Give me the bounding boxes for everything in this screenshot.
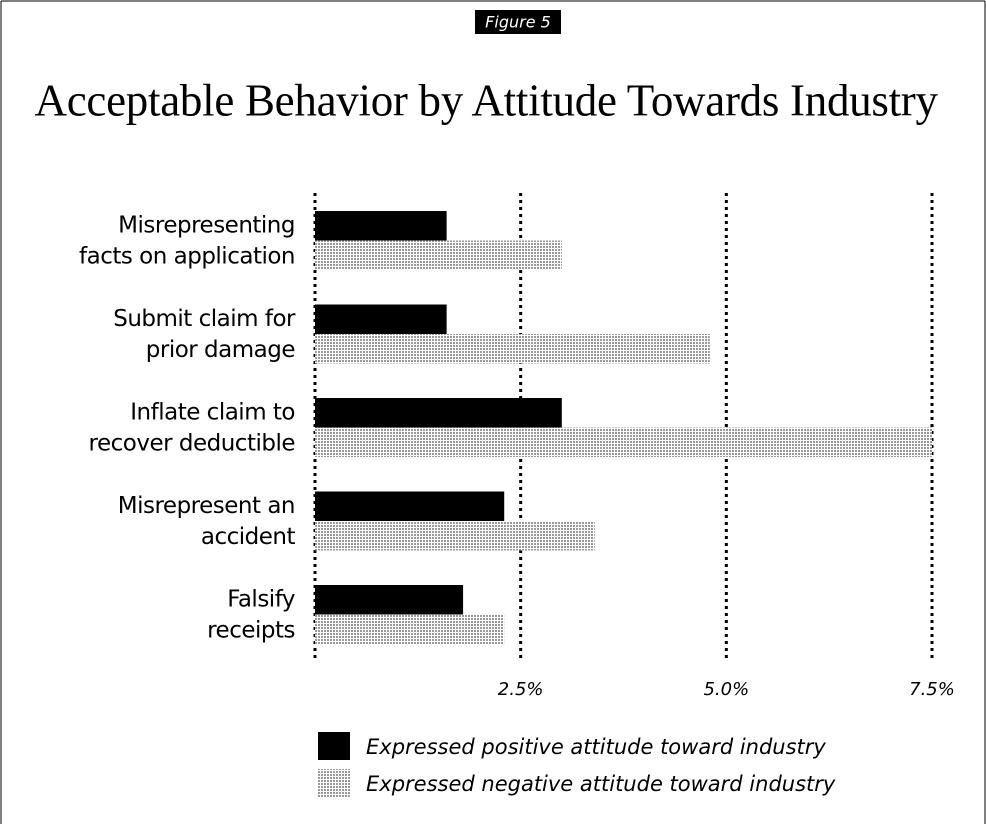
bar [315,398,562,428]
x-tick-label: 2.5% [498,679,544,700]
bar [315,334,710,364]
category-label: recover deductible [89,431,295,457]
x-tick-label: 5.0% [703,679,749,700]
category-label: receipts [207,618,295,644]
bar [315,521,595,551]
chart-title: Acceptable Behavior by Attitude Towards … [35,75,940,125]
category-label: facts on application [79,244,295,270]
category-label: Misrepresenting [118,213,295,239]
figure-label-box [475,10,561,34]
category-label: Misrepresent an [118,493,295,519]
x-tick-label: 7.5% [909,679,955,700]
legend-label: Expressed positive attitude toward indus… [366,735,826,759]
category-label: Submit claim for [113,306,296,332]
category-label: prior damage [146,337,295,363]
category-label: accident [201,524,296,550]
bar [315,614,505,644]
bar [315,211,447,241]
legend-label: Expressed negative attitude toward indus… [366,772,836,796]
figure-label: Figure 5 [485,13,551,32]
bar [315,427,932,457]
category-label: Inflate claim to [130,400,295,426]
bar [315,585,464,615]
bar [315,491,505,521]
bar [315,304,447,334]
legend-swatch [318,732,350,760]
category-label: Falsify [227,587,295,613]
bar [315,240,562,270]
legend-swatch [318,769,350,797]
